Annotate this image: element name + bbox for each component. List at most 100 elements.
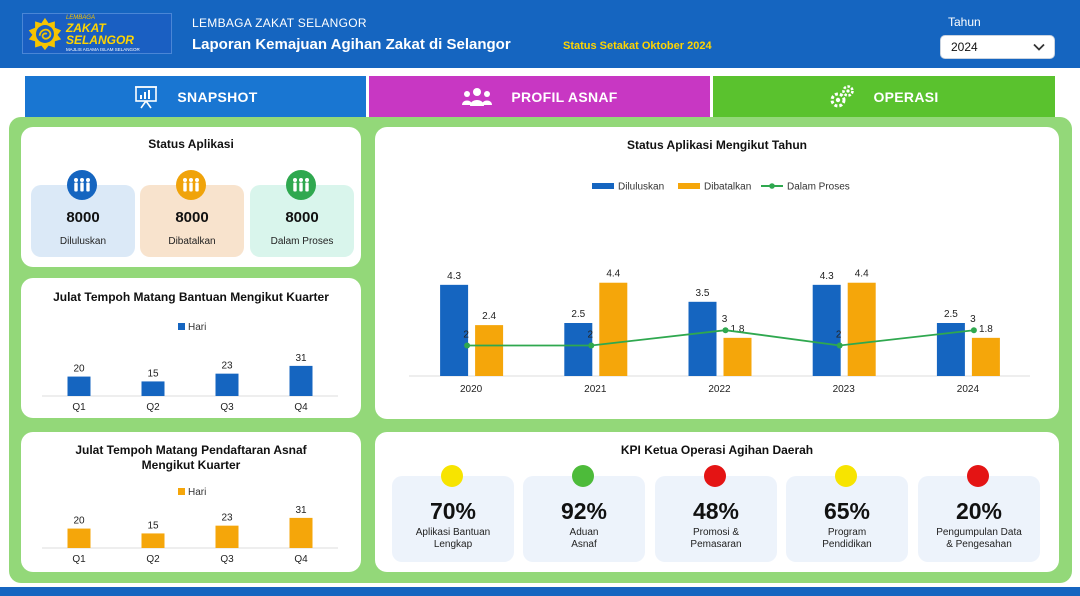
x-tick-label: 2024 — [957, 384, 980, 395]
data-label: 4.3 — [447, 271, 461, 282]
data-label: 1.8 — [979, 324, 993, 335]
kpi-label: Pengumpulan Data & Pengesahan — [936, 527, 1022, 550]
bar — [847, 282, 876, 376]
chevron-down-icon — [1033, 43, 1045, 51]
kpi-value: 92% — [560, 498, 608, 524]
status-aplikasi-title: Status Aplikasi — [148, 137, 234, 151]
data-label: 1.8 — [731, 324, 745, 335]
bar — [289, 517, 313, 548]
logo-tiny-text: MAJLIS AGAMA ISLAM SELANGOR — [65, 46, 140, 52]
data-label: 31 — [295, 353, 307, 364]
data-label: 23 — [221, 513, 233, 524]
gears-icon — [830, 84, 855, 107]
people-icon — [286, 170, 316, 200]
bar — [564, 323, 593, 376]
stat-dibatalkan-label: Dibatalkan — [168, 236, 216, 247]
stat-diluluskan: 8000 Diluluskan — [31, 170, 135, 257]
status-tahun-title: Status Aplikasi Mengikut Tahun — [626, 138, 808, 152]
stat-dalam-proses-label: Dalam Proses — [270, 236, 334, 247]
stat-diluluskan-label: Diluluskan — [59, 236, 107, 247]
people-icon — [67, 170, 97, 200]
lzs-logo: LEMBAGA ZAKAT SELANGOR MAJLIS AGAMA ISLA… — [22, 13, 172, 54]
bar — [141, 533, 165, 548]
legend-label: Hari — [188, 322, 206, 333]
data-label: 2.5 — [571, 309, 585, 320]
legend-label: Diluluskan — [618, 182, 664, 193]
bar — [215, 373, 239, 396]
status-date: Status Setakat Oktober 2024 — [563, 40, 712, 52]
data-label: 2 — [463, 329, 469, 340]
stat-diluluskan-value: 8000 — [66, 209, 100, 226]
stat-dibatalkan-value: 8000 — [175, 209, 209, 226]
x-tick-label: Q4 — [294, 402, 308, 413]
bantuan-bar-chart: Hari 20 Q1 15 Q2 23 Q3 31 Q4 — [42, 322, 338, 413]
zakat-emblem-icon — [28, 17, 62, 50]
year-dropdown[interactable]: 2024 — [940, 35, 1055, 59]
kpi-value: 48% — [692, 498, 740, 524]
bar — [812, 284, 841, 376]
tab-operasi-label: OPERASI — [873, 88, 939, 105]
data-label: 2.5 — [944, 309, 958, 320]
tab-snapshot[interactable]: SNAPSHOT — [25, 76, 366, 117]
data-label: 3.5 — [696, 288, 710, 299]
line-point — [836, 342, 843, 349]
tab-profil-asnaf[interactable]: PROFIL ASNAF — [369, 76, 710, 117]
bantuan-quarter-card: Julat Tempoh Matang Bantuan Mengikut Kua… — [21, 278, 361, 418]
bar — [599, 282, 628, 376]
report-title: Laporan Kemajuan Agihan Zakat di Selango… — [192, 36, 511, 53]
header: LEMBAGA ZAKAT SELANGOR MAJLIS AGAMA ISLA… — [0, 0, 1080, 68]
kpi-title: KPI Ketua Operasi Agihan Daerah — [620, 443, 814, 457]
logo-small-text: LEMBAGA — [65, 14, 95, 21]
x-tick-label: Q3 — [220, 402, 234, 413]
stat-dalam-proses-value: 8000 — [285, 209, 319, 226]
data-label: 15 — [147, 520, 159, 531]
kpi-program-pendidikan: 65% Program Pendidikan — [786, 465, 908, 562]
bar — [971, 337, 1000, 376]
status-indicator-icon — [572, 465, 594, 487]
bar — [289, 365, 313, 396]
data-label: 2 — [836, 329, 842, 340]
x-tick-label: Q1 — [72, 554, 86, 565]
line-point — [970, 327, 977, 334]
status-tahun-combo-chart: Diluluskan Dibatalkan Dalam Proses 4.3 2.4 20… — [409, 182, 1030, 395]
line-point — [588, 342, 595, 349]
kpi-value: 65% — [823, 498, 871, 524]
bar — [67, 376, 91, 396]
status-aplikasi-card: Status Aplikasi 8000 Diluluskan 8000 Dib… — [21, 127, 361, 267]
x-tick-label: 2022 — [708, 384, 731, 395]
asnaf-quarter-card: Julat Tempoh Matang Pendaftaran Asnaf Me… — [21, 432, 361, 572]
tab-snapshot-label: SNAPSHOT — [177, 88, 258, 105]
legend-swatch — [178, 488, 185, 495]
asnaf-bar-chart: Hari 20 Q1 15 Q2 23 Q3 31 Q4 — [42, 487, 338, 565]
kpi-value: 20% — [955, 498, 1003, 524]
tab-profil-asnaf-label: PROFIL ASNAF — [511, 88, 618, 105]
x-tick-label: 2021 — [584, 384, 607, 395]
bar — [440, 284, 469, 376]
stat-dalam-proses: 8000 Dalam Proses — [250, 170, 354, 257]
people-group-icon — [462, 87, 493, 106]
tab-operasi[interactable]: OPERASI — [713, 76, 1055, 117]
x-tick-label: Q3 — [220, 554, 234, 565]
bar — [67, 528, 91, 548]
bar — [215, 525, 239, 548]
data-label: 3 — [970, 314, 976, 325]
kpi-aplikasi-bantuan: 70% Aplikasi Bantuan Lengkap — [392, 465, 514, 562]
x-tick-label: 2023 — [833, 384, 856, 395]
data-label: 3 — [722, 314, 728, 325]
legend-label: Hari — [188, 487, 206, 498]
x-tick-label: Q1 — [72, 402, 86, 413]
legend-swatch-marker — [769, 183, 775, 189]
kpi-label: Program Pendidikan — [822, 527, 872, 550]
legend-label: Dibatalkan — [704, 182, 751, 193]
footer-bar — [0, 587, 1080, 596]
kpi-promosi-pemasaran: 48% Promosi & Pemasaran — [655, 465, 777, 562]
legend-swatch — [592, 183, 614, 189]
x-tick-label: 2020 — [460, 384, 483, 395]
data-label: 2 — [588, 329, 594, 340]
data-label: 15 — [147, 368, 159, 379]
kpi-aduan-asnaf: 92% Aduan Asnaf — [523, 465, 645, 562]
people-icon — [176, 170, 206, 200]
kpi-card: KPI Ketua Operasi Agihan Daerah 70% Apli… — [375, 432, 1059, 572]
kpi-pengumpulan-data: 20% Pengumpulan Data & Pengesahan — [918, 465, 1040, 562]
data-label: 20 — [73, 364, 85, 375]
